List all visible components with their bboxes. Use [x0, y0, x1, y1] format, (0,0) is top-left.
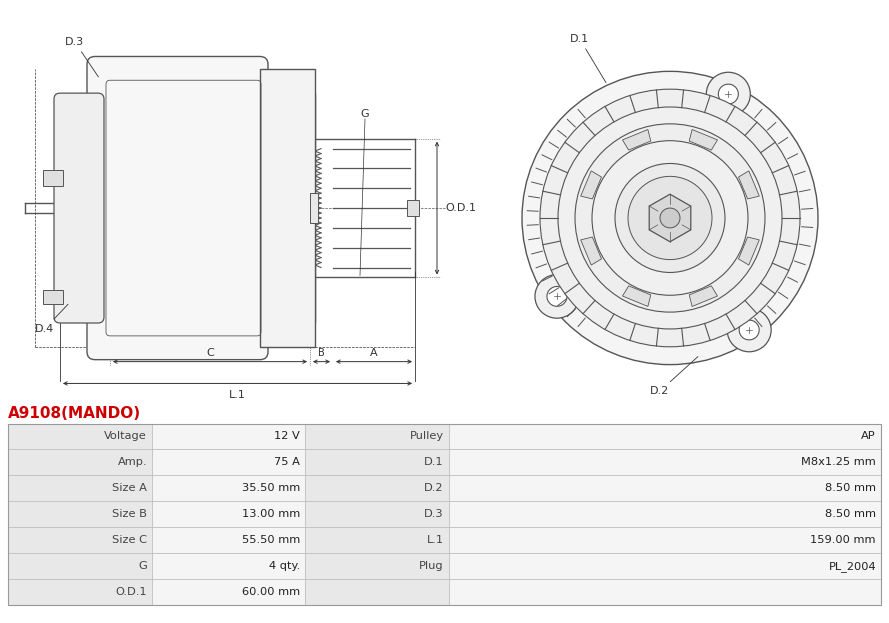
Polygon shape [739, 171, 759, 199]
Bar [8, 527, 152, 553]
Text: 4 qty.: 4 qty. [268, 561, 300, 571]
Bar [305, 424, 449, 449]
Bar [43, 171, 63, 186]
Bar [310, 193, 318, 223]
Text: 13.00 mm: 13.00 mm [242, 509, 300, 520]
Circle shape [615, 163, 725, 272]
Bar [8, 579, 152, 605]
Bar [152, 502, 305, 527]
Bar [449, 475, 881, 502]
Text: AP: AP [861, 432, 876, 442]
Bar [152, 553, 305, 579]
Text: O.D.1: O.D.1 [445, 203, 476, 213]
Text: Size C: Size C [112, 535, 147, 545]
Text: 55.50 mm: 55.50 mm [242, 535, 300, 545]
Text: D.3: D.3 [424, 509, 444, 520]
Bar [8, 424, 881, 605]
Circle shape [718, 84, 739, 104]
Bar [43, 290, 63, 304]
Bar [152, 579, 305, 605]
Bar [305, 579, 449, 605]
Bar [152, 475, 305, 502]
Polygon shape [689, 130, 717, 150]
Text: A9108(MANDO): A9108(MANDO) [8, 406, 141, 421]
Bar [407, 200, 419, 216]
Polygon shape [622, 286, 651, 307]
Circle shape [558, 107, 782, 329]
Text: Pulley: Pulley [410, 432, 444, 442]
Text: Voltage: Voltage [104, 432, 147, 442]
Text: 8.50 mm: 8.50 mm [825, 483, 876, 493]
Bar [305, 449, 449, 475]
Text: A: A [370, 348, 378, 358]
FancyBboxPatch shape [87, 57, 268, 359]
Text: PL_2004: PL_2004 [829, 561, 876, 572]
Text: Plug: Plug [420, 561, 444, 571]
Circle shape [660, 208, 680, 228]
Polygon shape [649, 194, 691, 242]
Circle shape [547, 287, 567, 307]
FancyBboxPatch shape [54, 93, 104, 323]
Bar [8, 475, 152, 502]
Bar [449, 424, 881, 449]
Text: D.3: D.3 [65, 37, 99, 77]
Polygon shape [581, 237, 602, 265]
Circle shape [575, 124, 765, 312]
Text: Amp.: Amp. [117, 457, 147, 467]
Polygon shape [622, 130, 651, 150]
Text: D.1: D.1 [570, 34, 606, 83]
Text: C: C [206, 348, 214, 358]
Bar [260, 69, 315, 347]
Text: G: G [361, 109, 369, 119]
Text: 159.00 mm: 159.00 mm [811, 535, 876, 545]
Bar [449, 579, 881, 605]
Bar [8, 424, 152, 449]
Text: D.2: D.2 [424, 483, 444, 493]
Bar [449, 553, 881, 579]
Text: Size B: Size B [112, 509, 147, 520]
Circle shape [628, 176, 712, 260]
Bar [305, 502, 449, 527]
Bar [8, 502, 152, 527]
Bar [8, 449, 152, 475]
Circle shape [535, 275, 579, 318]
Bar [449, 449, 881, 475]
Polygon shape [581, 171, 602, 199]
Circle shape [739, 320, 759, 340]
Bar [8, 553, 152, 579]
Bar [305, 527, 449, 553]
Text: 8.50 mm: 8.50 mm [825, 509, 876, 520]
Bar [152, 449, 305, 475]
Circle shape [540, 89, 800, 347]
Circle shape [522, 72, 818, 364]
Text: G: G [139, 561, 147, 571]
Text: Size A: Size A [112, 483, 147, 493]
Text: 12 V: 12 V [274, 432, 300, 442]
Bar [152, 424, 305, 449]
Text: O.D.1: O.D.1 [116, 587, 147, 597]
Text: D.4: D.4 [35, 304, 68, 334]
Bar [449, 527, 881, 553]
Text: M8x1.25 mm: M8x1.25 mm [801, 457, 876, 467]
Text: D.1: D.1 [424, 457, 444, 467]
Text: L.1: L.1 [427, 535, 444, 545]
Circle shape [592, 141, 748, 295]
Circle shape [707, 72, 750, 116]
Text: B: B [318, 348, 324, 358]
Bar [305, 553, 449, 579]
Bar [305, 475, 449, 502]
Polygon shape [739, 237, 759, 265]
Bar [449, 502, 881, 527]
Text: 75 A: 75 A [274, 457, 300, 467]
Text: 60.00 mm: 60.00 mm [242, 587, 300, 597]
Text: L.1: L.1 [229, 391, 246, 401]
Circle shape [727, 308, 771, 352]
Bar [152, 527, 305, 553]
Text: 35.50 mm: 35.50 mm [242, 483, 300, 493]
Text: D.2: D.2 [650, 356, 698, 396]
Polygon shape [689, 286, 717, 307]
